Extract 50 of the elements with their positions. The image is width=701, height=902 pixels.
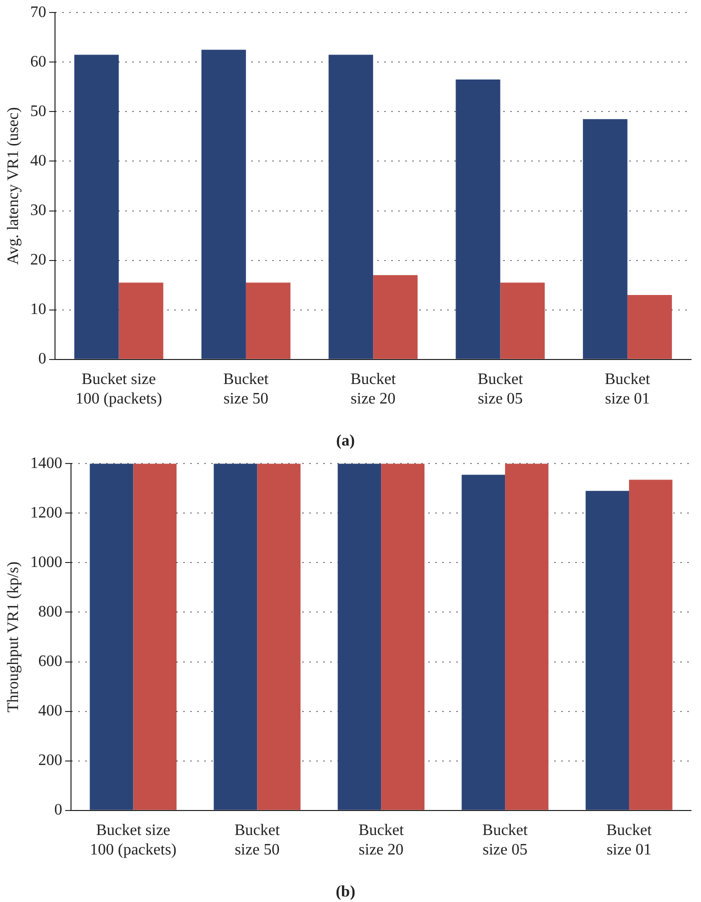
- bar: [74, 54, 119, 359]
- text: (b): [336, 884, 356, 901]
- bar: [627, 294, 672, 359]
- y-tick-label: 0: [38, 350, 46, 368]
- y-tick-label: 800: [38, 603, 62, 620]
- y-tick-label: 20: [30, 252, 46, 269]
- bar: [328, 54, 374, 359]
- bar: [586, 490, 630, 810]
- x-tick-label: Bucket size 05: [478, 371, 524, 408]
- y-axis-title: Throughput VR1 (kp/s): [4, 562, 22, 712]
- bar: [381, 464, 424, 810]
- bar: [338, 464, 382, 810]
- x-tick-label: Bucket size 100 (packets): [75, 371, 162, 408]
- bar: [133, 464, 177, 810]
- bar: [462, 474, 506, 810]
- x-tick-label: Bucket size 50: [234, 822, 280, 858]
- bar: [118, 282, 164, 359]
- y-tick-label: 1200: [30, 504, 62, 522]
- bar: [373, 275, 418, 359]
- x-tick-label: Bucket size 01: [604, 371, 651, 408]
- bar: [505, 464, 548, 810]
- x-tick-label: Bucket size 50: [223, 371, 270, 408]
- y-axis-title: Avg. latency VR1 (usec): [4, 107, 22, 265]
- text: (a): [336, 432, 355, 450]
- y-tick-label: 1000: [30, 554, 62, 571]
- y-tick-label: 60: [30, 53, 46, 70]
- y-tick-label: 40: [30, 152, 46, 170]
- x-tick-label: Bucket size 01: [606, 822, 652, 858]
- bar: [90, 464, 134, 810]
- y-tick-label: 50: [30, 102, 46, 120]
- x-tick-label: Bucket size 05: [482, 822, 528, 858]
- bar: [629, 480, 672, 810]
- bar: [246, 282, 290, 359]
- x-tick-label: Bucket size 100 (packets): [90, 822, 176, 858]
- y-tick-label: 70: [30, 4, 46, 21]
- y-tick-label: 0: [54, 802, 62, 819]
- x-tick-label: Bucket size 20: [350, 371, 396, 408]
- y-tick-label: 10: [30, 301, 46, 318]
- bar: [500, 282, 545, 359]
- bar: [201, 50, 246, 359]
- y-tick-label: 600: [38, 652, 62, 670]
- y-tick-label: 400: [38, 702, 62, 720]
- x-tick-label: Bucket size 20: [358, 822, 404, 858]
- bar: [456, 79, 500, 359]
- bar: [582, 119, 628, 359]
- y-tick-label: 30: [30, 202, 46, 219]
- bar: [257, 464, 301, 810]
- y-tick-label: 1400: [30, 454, 62, 472]
- bar: [214, 464, 258, 810]
- y-tick-label: 200: [38, 752, 62, 770]
